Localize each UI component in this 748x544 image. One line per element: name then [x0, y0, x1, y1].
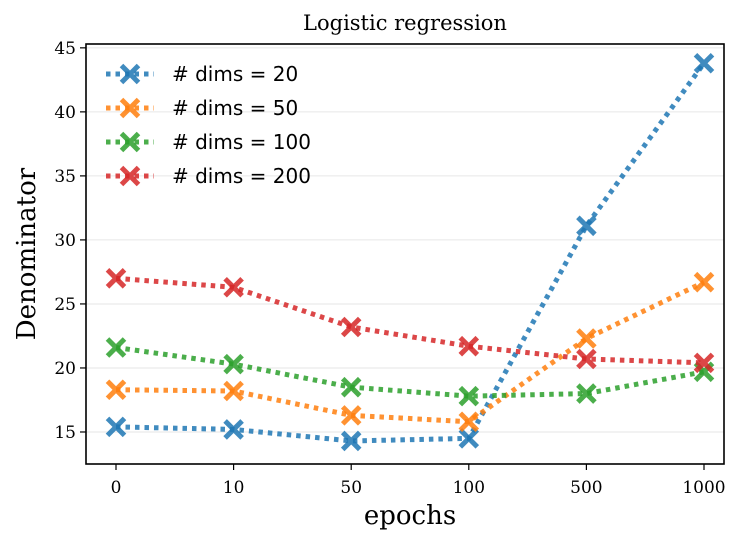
- legend-label: # dims = 100: [172, 130, 311, 154]
- data-point: [105, 268, 127, 289]
- x-tick-label: 1000: [682, 478, 725, 498]
- y-axis-label: Denominator: [12, 167, 42, 340]
- x-axis-label: epochs: [364, 501, 456, 531]
- series-3: [105, 337, 715, 407]
- series-line: [115, 275, 705, 366]
- legend-marker: [119, 63, 141, 85]
- legend-label: # dims = 20: [172, 62, 298, 86]
- plot-frame: [85, 43, 725, 465]
- series-line: [115, 279, 706, 425]
- y-tick-label: 40: [54, 103, 76, 123]
- data-point: [340, 405, 362, 426]
- legend-label: # dims = 50: [172, 96, 298, 120]
- legend-label: # dims = 200: [172, 164, 311, 188]
- y-tick-label: 15: [54, 423, 76, 443]
- data-point: [458, 385, 480, 407]
- data-point: [105, 379, 127, 400]
- series-line: [115, 345, 705, 399]
- data-point: [576, 328, 597, 349]
- y-tick-label: 25: [54, 295, 76, 315]
- data-point: [576, 348, 597, 370]
- data-point: [693, 271, 715, 293]
- legend-entry: # dims = 100: [106, 130, 311, 154]
- data-point: [105, 337, 127, 358]
- x-tick-label: 50: [340, 478, 362, 498]
- legend-entry: # dims = 200: [106, 164, 311, 188]
- legend-entry: # dims = 50: [106, 96, 298, 120]
- y-tick-label: 20: [54, 359, 76, 379]
- x-tick-label: 500: [570, 478, 602, 498]
- series-2: [105, 271, 715, 433]
- data-point: [223, 353, 244, 375]
- series-line: [115, 61, 707, 444]
- data-point: [458, 335, 480, 357]
- data-point: [340, 430, 362, 452]
- legend-marker: [119, 97, 141, 119]
- series-layer: [105, 52, 715, 452]
- legend: # dims = 20 # dims = 50 # dims = 100 # dims…: [106, 62, 311, 188]
- series-4: [105, 268, 715, 374]
- chart-title: Logistic regression: [303, 11, 507, 35]
- data-point: [458, 411, 480, 433]
- data-point: [340, 376, 362, 398]
- x-tick-label: 0: [111, 478, 122, 498]
- data-point: [340, 316, 362, 338]
- x-tick-label: 100: [453, 478, 485, 498]
- data-point: [458, 428, 480, 449]
- data-point: [223, 277, 244, 298]
- data-point: [576, 383, 597, 404]
- data-point: [223, 419, 244, 440]
- series-1: [105, 52, 715, 452]
- y-axis: 15 20 25 30 35 40 45: [54, 39, 86, 443]
- y-tick-label: 35: [54, 167, 76, 187]
- y-tick-label: 45: [54, 39, 76, 59]
- data-point: [105, 416, 127, 438]
- data-point: [693, 52, 715, 74]
- data-point: [576, 215, 597, 237]
- y-tick-label: 30: [54, 231, 76, 251]
- data-point: [223, 380, 244, 402]
- legend-entry: # dims = 20: [106, 62, 298, 86]
- x-axis: 0 10 50 100 500 1000: [111, 464, 726, 498]
- legend-marker: [119, 131, 141, 153]
- x-tick-label: 10: [223, 478, 245, 498]
- legend-marker: [119, 165, 141, 187]
- data-point: [693, 352, 715, 374]
- grid: [86, 47, 724, 433]
